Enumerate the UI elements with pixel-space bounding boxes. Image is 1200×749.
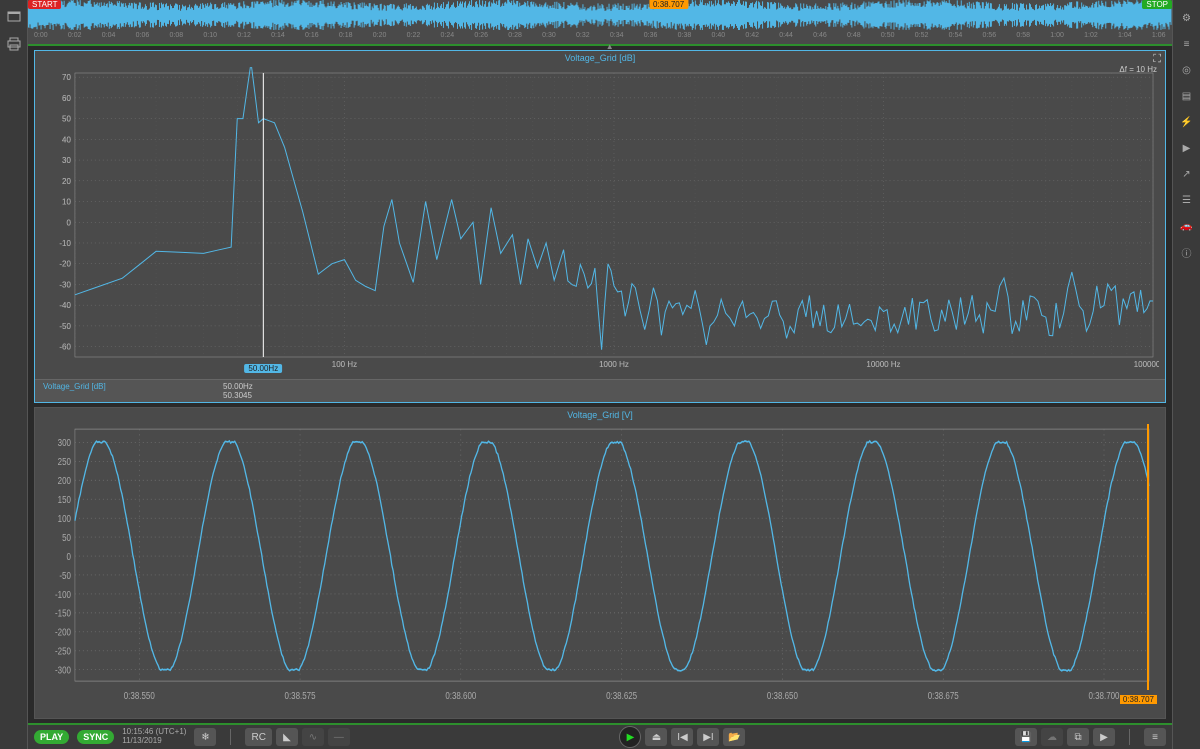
svg-text:50: 50 [62, 115, 71, 124]
svg-text:-100: -100 [55, 589, 71, 600]
sync-pill[interactable]: SYNC [77, 730, 114, 744]
play-pill[interactable]: PLAY [34, 730, 69, 744]
time-title: Voltage_Grid [V] [35, 408, 1165, 422]
svg-text:10: 10 [62, 198, 71, 207]
folder-open-icon[interactable]: 📂 [723, 728, 745, 746]
save-icon[interactable]: 💾 [1015, 728, 1037, 746]
svg-text:0:38.625: 0:38.625 [606, 690, 637, 701]
svg-text:150: 150 [58, 494, 71, 505]
triangle-icon[interactable]: ◣ [276, 728, 298, 746]
svg-text:20: 20 [62, 177, 71, 186]
car-icon[interactable]: 🚗 [1175, 214, 1199, 238]
snowflake-icon[interactable]: ❄ [194, 728, 216, 746]
fft-cursor-tag[interactable]: 50.00Hz [244, 364, 282, 373]
svg-text:0: 0 [66, 218, 71, 227]
svg-text:-40: -40 [59, 301, 71, 310]
bolt-icon[interactable]: ⚡ [1175, 110, 1199, 134]
svg-text:0:38.600: 0:38.600 [445, 690, 476, 701]
time-panel: Voltage_Grid [V] -300 -250 -200 -150 -100 -50… [34, 407, 1166, 719]
svg-text:30: 30 [62, 156, 71, 165]
eject-icon[interactable]: ⏏ [645, 728, 667, 746]
play-button[interactable]: ▶ [619, 726, 641, 748]
start-tag: START [28, 0, 61, 9]
clock-date: 11/13/2019 [122, 737, 186, 746]
info-icon[interactable]: ⓘ [1175, 240, 1199, 264]
svg-text:-150: -150 [55, 608, 71, 619]
window-icon[interactable] [2, 6, 26, 30]
svg-text:-60: -60 [59, 343, 71, 352]
left-toolbar [0, 0, 28, 749]
svg-text:100 Hz: 100 Hz [332, 360, 357, 369]
share-icon[interactable]: ↗ [1175, 162, 1199, 186]
prev-icon[interactable]: I◀ [671, 728, 693, 746]
wave-icon[interactable]: ∿ [302, 728, 324, 746]
menu-collapse-icon[interactable]: ≡ [1144, 728, 1166, 746]
svg-text:0:38.575: 0:38.575 [285, 690, 316, 701]
right-toolbar: ⚙ ≡ ◎ ▤ ⚡ ▶ ↗ ☰ 🚗 ⓘ [1172, 0, 1200, 749]
overview-waveform [28, 0, 1172, 30]
svg-text:0:38.700: 0:38.700 [1088, 690, 1119, 701]
fft-title: Voltage_Grid [dB] [35, 51, 1165, 65]
svg-text:-200: -200 [55, 627, 71, 638]
svg-text:40: 40 [62, 135, 71, 144]
overview-strip[interactable]: START STOP 0:38.707 0:000:020:040:060:08… [28, 0, 1172, 46]
svg-text:0:38.675: 0:38.675 [928, 690, 959, 701]
svg-text:10000 Hz: 10000 Hz [866, 360, 900, 369]
dash-icon[interactable]: — [328, 728, 350, 746]
svg-text:-30: -30 [59, 280, 71, 289]
flag-icon[interactable]: ▶ [1093, 728, 1115, 746]
readout-freq: 50.00Hz [223, 382, 253, 391]
target-icon[interactable]: ◎ [1175, 58, 1199, 82]
svg-text:0:38.550: 0:38.550 [124, 690, 155, 701]
svg-text:300: 300 [58, 437, 71, 448]
svg-text:-50: -50 [59, 570, 71, 581]
svg-text:60: 60 [62, 94, 71, 103]
svg-text:200: 200 [58, 475, 71, 486]
overview-ticks: 0:000:020:040:060:080:100:120:140:160:18… [28, 32, 1172, 44]
svg-text:-50: -50 [59, 322, 71, 331]
svg-text:100: 100 [58, 513, 71, 524]
time-cursor-tag: 0:38.707 [1120, 695, 1157, 704]
rc-button[interactable]: RC [245, 728, 271, 746]
clock-block: 10:15:46 (UTC+1) 11/13/2019 [122, 728, 186, 746]
svg-text:0:38.650: 0:38.650 [767, 690, 798, 701]
svg-text:50: 50 [62, 532, 71, 543]
svg-text:-10: -10 [59, 239, 71, 248]
svg-text:-20: -20 [59, 260, 71, 269]
print-icon[interactable] [2, 32, 26, 56]
readout-val: 50.3045 [223, 391, 252, 400]
gear-icon[interactable]: ⚙ [1175, 6, 1199, 30]
bottom-bar: PLAY SYNC 10:15:46 (UTC+1) 11/13/2019 ❄ … [28, 723, 1172, 749]
readout-label: Voltage_Grid [dB] [43, 382, 223, 400]
svg-text:-300: -300 [55, 665, 71, 676]
fft-chart-body[interactable]: -60 -50 -40 -30 -20 -10 0 10 20 30 40 50 60 70 100 Hz 1… [41, 67, 1159, 377]
svg-text:100000 Hz: 100000 Hz [1134, 360, 1159, 369]
list-icon[interactable]: ≡ [1175, 32, 1199, 56]
svg-text:-250: -250 [55, 646, 71, 657]
fft-readout: Voltage_Grid [dB] 50.00Hz 50.3045 [35, 379, 1165, 402]
play-icon[interactable]: ▶ [1175, 136, 1199, 160]
cloud-icon[interactable]: ☁ [1041, 728, 1063, 746]
fft-panel: Voltage_Grid [dB] ⛶ Δf = 10 Hz -60-50-40… [34, 50, 1166, 403]
time-chart-body[interactable]: -300 -250 -200 -150 -100 -50 0 50 100 150 200 250 30… [41, 424, 1159, 704]
svg-text:250: 250 [58, 456, 71, 467]
document-icon[interactable]: ▤ [1175, 84, 1199, 108]
stack-icon[interactable]: ☰ [1175, 188, 1199, 212]
next-icon[interactable]: ▶I [697, 728, 719, 746]
stop-tag: STOP [1142, 0, 1172, 9]
time-cursor-line[interactable] [1147, 424, 1149, 690]
main-area: START STOP 0:38.707 0:000:020:040:060:08… [28, 0, 1172, 749]
overview-cursor-tag[interactable]: 0:38.707 [649, 0, 688, 9]
svg-text:1000 Hz: 1000 Hz [599, 360, 629, 369]
svg-text:0: 0 [67, 551, 71, 562]
svg-text:70: 70 [62, 73, 71, 82]
camera-play-icon[interactable]: ⧉ [1067, 728, 1089, 746]
